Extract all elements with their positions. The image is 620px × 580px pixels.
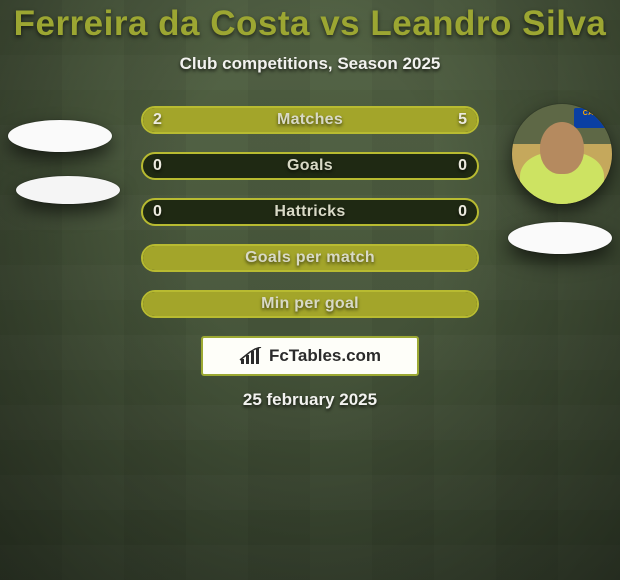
brand-badge: FcTables.com — [201, 336, 419, 376]
player-right-avatar — [512, 104, 612, 204]
bar-fill-right — [240, 108, 477, 132]
stat-value-right: 5 — [458, 111, 467, 129]
stat-row: Matches 2 5 — [141, 106, 479, 134]
stat-value-left: 0 — [153, 203, 162, 221]
date-caption: 25 february 2025 — [0, 390, 620, 410]
player-left-avatar-placeholder — [8, 120, 112, 152]
player-right-shadow-ellipse — [508, 222, 612, 254]
brand-name: FcTables.com — [269, 346, 381, 366]
stat-value-left: 0 — [153, 157, 162, 175]
page-subtitle: Club competitions, Season 2025 — [0, 54, 620, 74]
stat-value-right: 0 — [458, 157, 467, 175]
stat-label: Matches — [277, 111, 343, 129]
stat-row: Min per goal — [141, 290, 479, 318]
stat-row: Goals 0 0 — [141, 152, 479, 180]
player-left-shadow-ellipse — [16, 176, 120, 204]
stat-value-right: 0 — [458, 203, 467, 221]
stat-row: Hattricks 0 0 — [141, 198, 479, 226]
player-right-head — [540, 122, 584, 174]
stat-row: Goals per match — [141, 244, 479, 272]
stat-label: Min per goal — [261, 295, 359, 313]
stat-label: Goals — [287, 157, 333, 175]
stat-label: Hattricks — [274, 203, 345, 221]
page-title: Ferreira da Costa vs Leandro Silva — [0, 4, 620, 44]
stat-value-left: 2 — [153, 111, 162, 129]
brand-bars-icon — [239, 347, 265, 365]
comparison-chart: Matches 2 5 Goals 0 0 Hattricks 0 0 Goals per mat… — [141, 106, 479, 318]
stat-label: Goals per match — [245, 249, 375, 267]
